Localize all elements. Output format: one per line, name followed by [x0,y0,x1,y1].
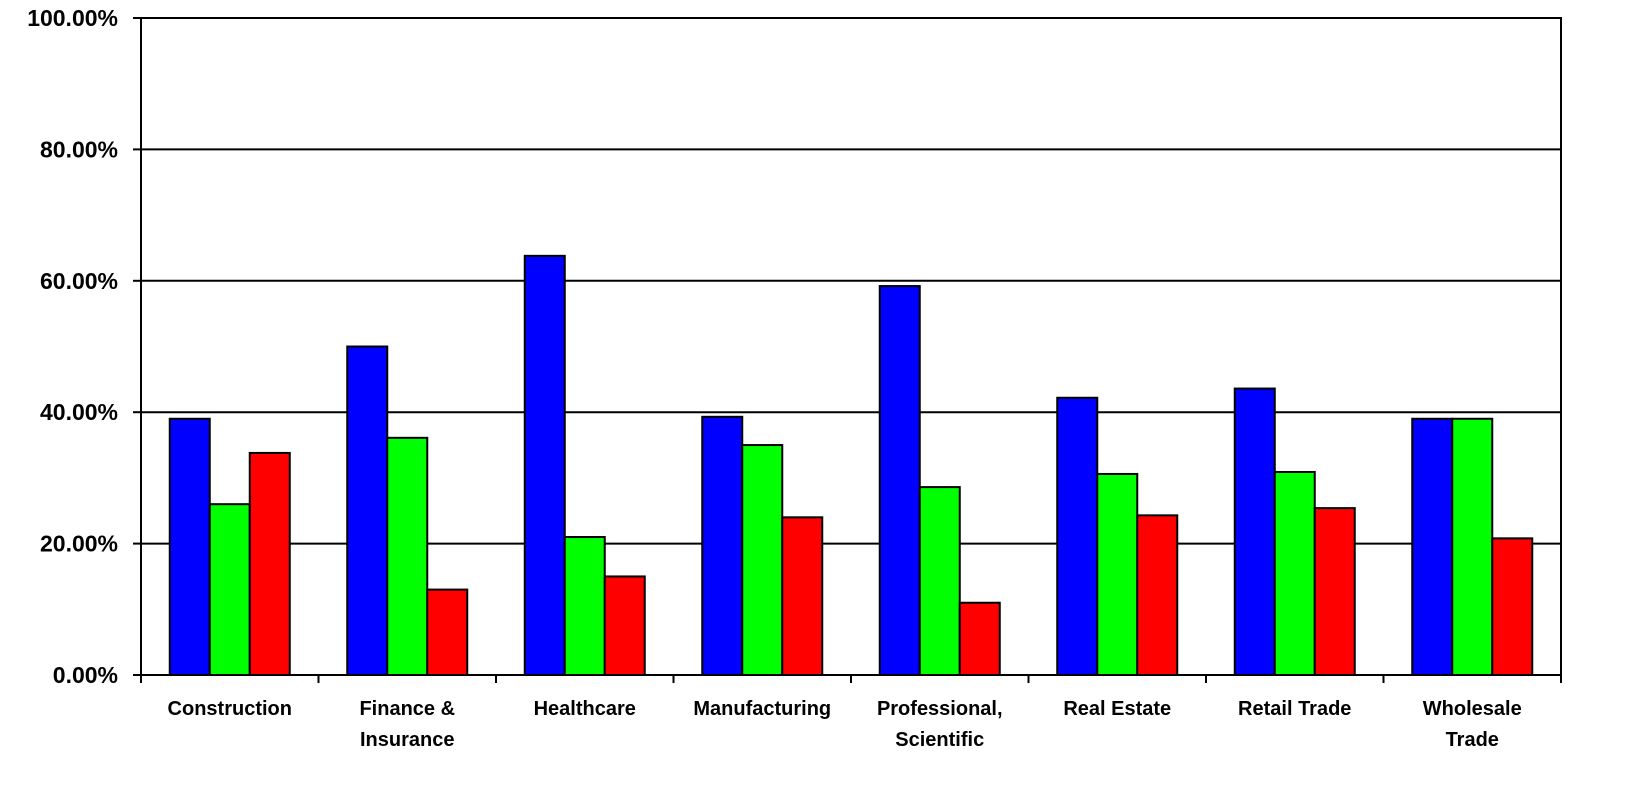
axes [133,17,1562,683]
bar [1056,396,1099,676]
bar [346,345,389,676]
bar [248,451,291,676]
y-tick-label: 100.00% [27,5,118,31]
bar [208,503,251,676]
bar [958,601,1001,676]
x-category-label: Healthcare [534,698,636,720]
bar [1491,537,1534,676]
x-category-label-line: Insurance [360,729,454,751]
bar [781,516,824,676]
x-category-label-line: Finance & [359,698,455,720]
bar [1273,470,1316,676]
x-category-label-line: Real Estate [1063,698,1171,720]
bar [1313,507,1356,677]
bars [168,254,1534,677]
x-category-label-line: Construction [168,698,292,720]
x-category-label-line: Retail Trade [1238,698,1351,720]
bar [386,436,429,676]
bar [563,536,606,677]
bar [878,285,921,676]
bar [741,444,784,676]
bar [426,588,469,677]
x-category-label-line: Wholesale [1423,698,1522,720]
bar [168,417,211,676]
y-tick-label: 0.00% [53,662,118,688]
y-axis-tick-labels: 0.00% 20.00% 40.00% 60.00% 80.00% 100.00% [27,5,118,688]
x-category-label-line: Professional, [877,698,1003,720]
bar [1136,514,1179,676]
x-category-label: Real Estate [1063,698,1171,720]
bar [918,486,961,676]
bar [603,575,646,677]
x-category-label: Construction [168,698,292,720]
bar [1096,472,1139,677]
x-category-label-line: Manufacturing [693,698,831,720]
x-axis-category-labels: Construction Finance & Insurance Healthcare… [168,698,1522,751]
bar [701,415,744,676]
y-tick-label: 20.00% [40,531,118,557]
x-category-label: Wholesale Trade [1423,698,1522,751]
x-category-label: Professional, Scientific [877,698,1003,751]
bar [523,254,566,676]
x-category-label: Retail Trade [1238,698,1351,720]
x-category-label-line: Scientific [895,729,984,751]
y-tick-label: 80.00% [40,136,118,162]
bar [1233,387,1276,676]
x-category-label-line: Trade [1446,729,1499,751]
x-category-label-line: Healthcare [534,698,636,720]
x-category-label: Finance & Insurance [359,698,455,751]
bar [1451,417,1494,676]
bar [1411,417,1454,676]
x-category-label: Manufacturing [693,698,831,720]
y-tick-label: 40.00% [40,399,118,425]
y-tick-label: 60.00% [40,268,118,294]
